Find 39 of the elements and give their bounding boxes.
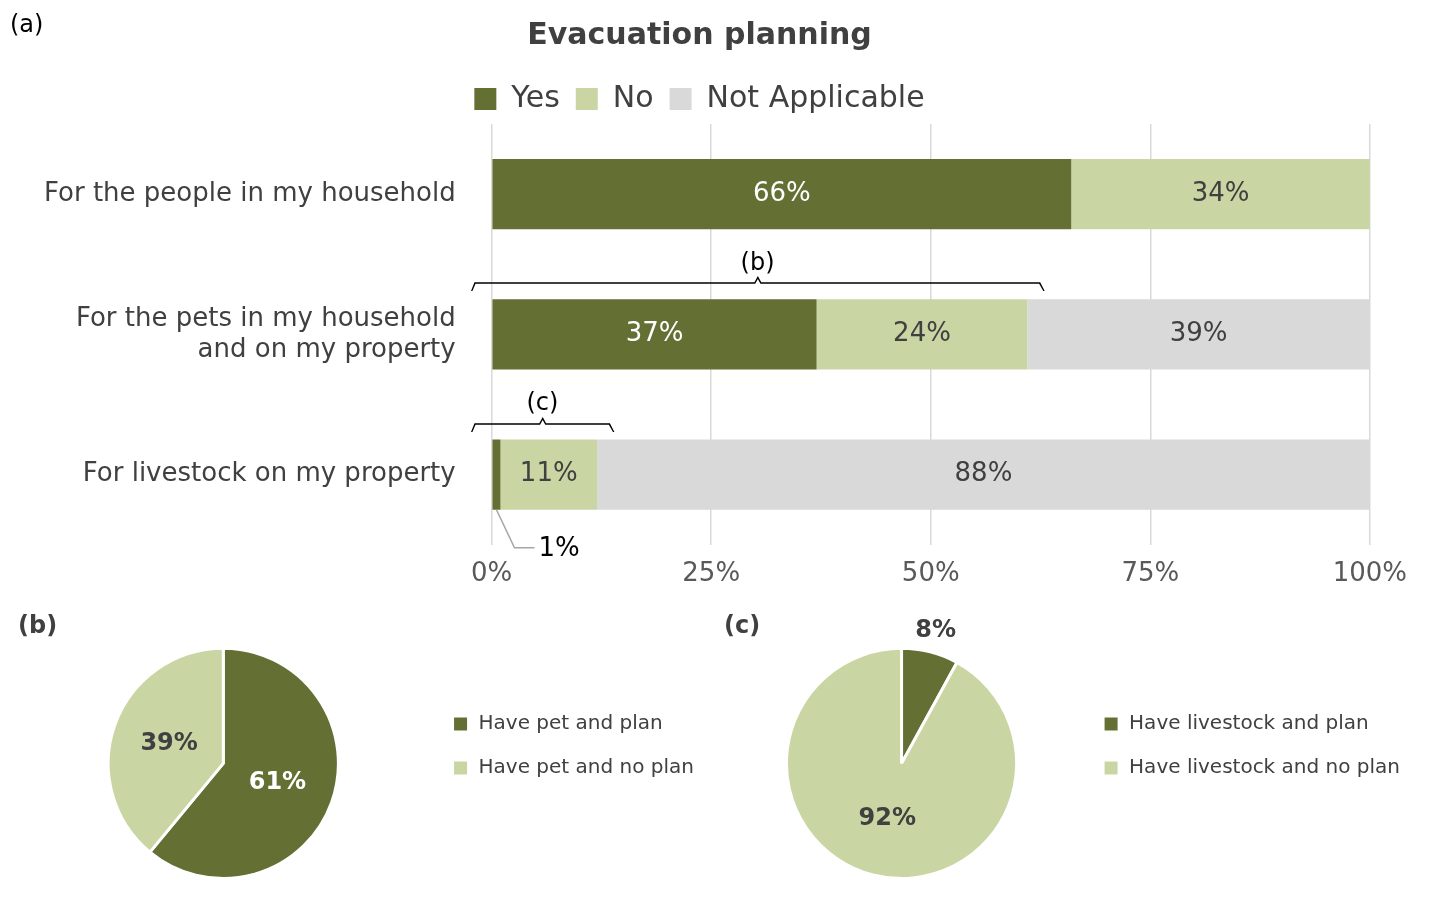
x-tick-label: 25% — [682, 557, 741, 588]
chart-title: Evacuation planning — [527, 15, 872, 51]
chart-title: (b) — [18, 610, 58, 639]
text: (a) — [10, 10, 44, 39]
legend-label: Have pet and plan — [478, 710, 663, 735]
legend-label: No — [612, 78, 654, 114]
bar — [1071, 159, 1370, 230]
bar — [816, 299, 1028, 370]
x-tick-label: 50% — [901, 557, 960, 588]
y-tick-label: For the people in my household — [44, 176, 456, 207]
data-label: 8% — [915, 614, 957, 643]
data-label: 24% — [893, 317, 951, 348]
x-tick-label: 0% — [471, 557, 513, 588]
y-tick-label: For livestock on my property — [82, 457, 456, 488]
x-tick-label: 100% — [1332, 557, 1408, 588]
data-label: 1% — [538, 532, 580, 563]
data-label: 66% — [752, 176, 811, 207]
bar — [492, 439, 501, 510]
data-label: 88% — [954, 457, 1013, 488]
y-tick-label: For the pets in my household and on my property — [75, 301, 456, 363]
data-label: 11% — [519, 457, 578, 488]
data-label: 34% — [1191, 176, 1250, 207]
data-label: 92% — [858, 803, 916, 832]
legend-label: Yes — [510, 78, 560, 114]
chart-title: (c) — [724, 610, 761, 639]
legend-label: Not Applicable — [706, 78, 925, 114]
legend-label: Have livestock and plan — [1129, 710, 1369, 735]
legend-label: Have livestock and no plan — [1129, 754, 1400, 779]
bar — [500, 439, 598, 510]
data-label: 61% — [248, 767, 307, 796]
data-label: 37% — [625, 317, 684, 348]
annotation: (c) — [526, 387, 559, 416]
data-label: 39% — [140, 728, 198, 757]
bar — [492, 299, 817, 370]
bar — [492, 159, 1072, 230]
annotation: (b) — [740, 247, 775, 276]
legend-label: Have pet and no plan — [478, 754, 695, 779]
x-tick-label: 75% — [1121, 557, 1180, 588]
data-label: 39% — [1169, 317, 1228, 348]
